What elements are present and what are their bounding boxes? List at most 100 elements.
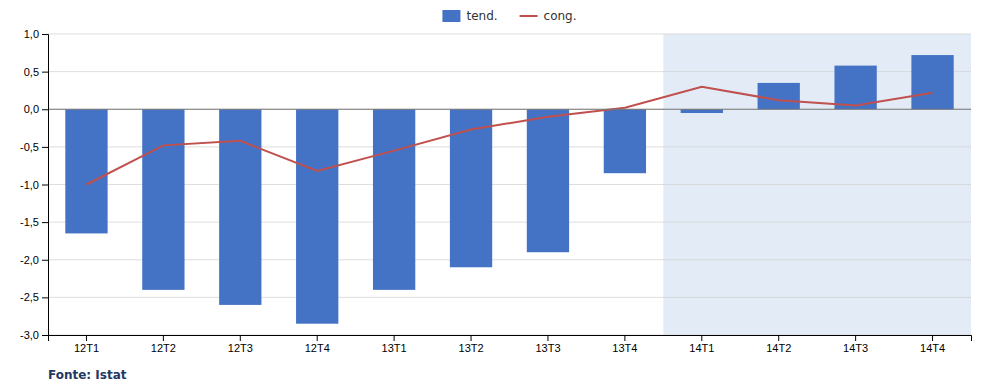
grid-line [48,146,971,147]
tick-mark [547,335,548,341]
plot: 12T1 12T2 12T3 12T4 13T1 13T2 13T3 13T4 14T1 14T2… [20,28,971,354]
tick-label: -1,0 [20,179,39,191]
y-tick: 1,0 [24,28,48,40]
tick-label: -0,5 [20,141,39,153]
bar [296,109,338,323]
y-tick: -0,5 [20,141,48,153]
x-tick: 14T1 [689,335,714,354]
bar [373,109,415,290]
x-tick: 14T4 [920,335,945,354]
tick-label: 0,0 [24,103,39,115]
legend: tend. cong. [442,9,576,23]
tick-mark [86,335,87,341]
tick-label: -2,5 [20,291,39,303]
x-tick: 14T3 [843,335,868,354]
tick-mark [42,260,48,261]
tick-mark [42,147,48,148]
tick-label: 12T2 [151,342,176,354]
axis-domain [49,336,972,342]
tick-mark [42,109,48,110]
x-tick: 12T4 [305,335,330,354]
tick-label: 13T4 [612,342,637,354]
tick-label: -2,0 [20,254,39,266]
x-tick: 13T4 [612,335,637,354]
bar [604,109,646,173]
x-tick: 13T1 [382,335,407,354]
y-tick: 0,0 [24,103,48,115]
legend-swatch [442,10,460,22]
legend-label: tend. [466,9,497,23]
grid-line [48,222,971,223]
tick-mark [624,335,625,341]
tick-label: 14T3 [843,342,868,354]
x-tick: 12T2 [151,335,176,354]
grid-line [48,297,971,298]
tick-mark [394,335,395,341]
tick-label: -3,0 [20,329,39,341]
tick-mark [163,335,164,341]
grid-line [48,259,971,260]
tick-label: 12T3 [228,342,253,354]
x-tick: 14T2 [766,335,791,354]
source-note: Fonte: Istat [48,368,127,382]
grid-line [48,71,971,72]
bar [681,109,723,113]
tick-label: -1,5 [20,216,39,228]
tick-mark [471,335,472,341]
y-axis: -3,0 -2,5 -2,0 -1,5 -1,0 -0,5 0,0 0,5 1,0 [20,28,48,341]
legend-swatch [520,15,538,17]
line [86,87,932,185]
tick-label: 13T3 [535,342,560,354]
bar [758,83,800,109]
tick-label: 12T4 [305,342,330,354]
bar [65,109,107,233]
grid-line [48,184,971,185]
y-tick: 0,5 [24,66,48,78]
tick-mark [42,34,48,35]
y-tick: -1,0 [20,179,48,191]
bar-series [65,55,953,324]
series [65,55,953,324]
legend-item: cong. [520,9,577,23]
bar [911,55,953,109]
tick-label: 14T2 [766,342,791,354]
tick-label: 0,5 [24,66,39,78]
tick-mark [42,335,48,336]
tick-mark [42,72,48,73]
bar [527,109,569,252]
tick-label: 1,0 [24,28,39,40]
tick-mark [42,185,48,186]
zero-line [48,109,971,110]
tick-mark [240,335,241,341]
tick-label: 12T1 [74,342,99,354]
y-tick: -2,0 [20,254,48,266]
tick-mark [42,297,48,298]
chart: 12T1 12T2 12T3 12T4 13T1 13T2 13T3 13T4 14T1 14T2… [0,0,989,387]
tick-label: 14T4 [920,342,945,354]
legend-label: cong. [544,9,577,23]
grid-line [48,34,971,35]
x-tick: 13T2 [459,335,484,354]
y-tick: -3,0 [20,329,48,341]
grid [48,34,971,335]
tick-mark [855,335,856,341]
tick-label: 14T1 [689,342,714,354]
bar [142,109,184,290]
bar [219,109,261,305]
x-tick: 12T3 [228,335,253,354]
y-tick: -1,5 [20,216,48,228]
legend-item: tend. [442,9,497,23]
tick-mark [778,335,779,341]
grid-line [48,109,971,110]
tick-mark [701,335,702,341]
y-tick: -2,5 [20,291,48,303]
tick-label: 13T2 [459,342,484,354]
x-tick: 13T3 [535,335,560,354]
tick-mark [42,222,48,223]
tick-mark [317,335,318,341]
axis-domain [42,35,49,336]
tick-mark [932,335,933,341]
x-tick: 12T1 [74,335,99,354]
tick-label: 13T1 [382,342,407,354]
x-axis: 12T1 12T2 12T3 12T4 13T1 13T2 13T3 13T4 14T1 14T2… [49,335,972,354]
